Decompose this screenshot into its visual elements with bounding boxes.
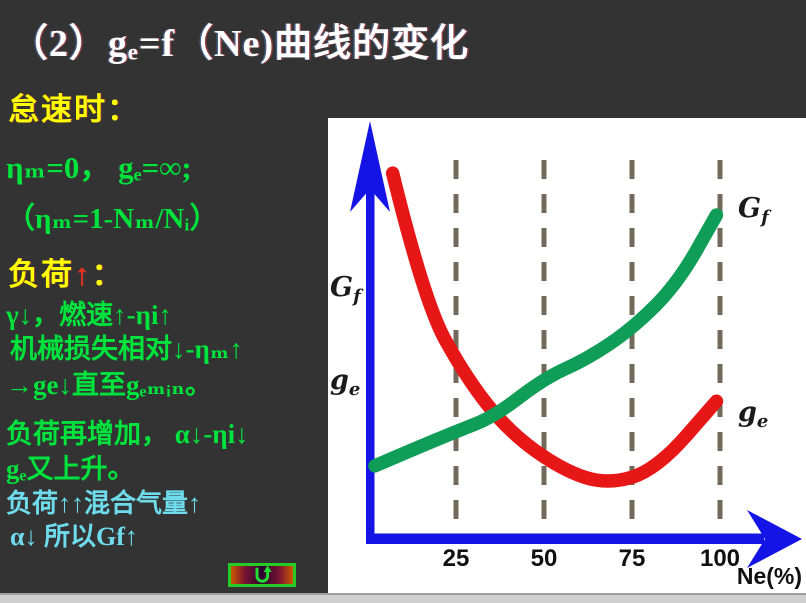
y-axis-label-ge: ge [330,365,361,400]
load-note-3: →ge↓直至gₑₘᵢₙ。 [6,370,212,400]
load-heading-colon: ： [91,257,125,292]
y-axis-arrow-icon [350,121,390,212]
curve-Gf [368,208,724,473]
return-button[interactable] [228,563,296,587]
y-axis-label-gf: Gf [330,272,361,307]
load-note-2: 机械损失相对↓-ηₘ↑ [10,334,243,364]
chart-svg [350,121,802,568]
load-note-1: γ↓，燃速↑-ηi↑ [6,300,172,330]
curve-label-gf: Gf [738,193,769,228]
bottom-strip [0,593,806,603]
idle-formula-1: ηₘ=0， gₑ=∞; [6,150,192,185]
x-tick-100: 100 [699,545,741,572]
idle-heading: 怠速时： [8,92,140,127]
axes [350,121,802,568]
x-axis-title: Ne(%) [736,563,802,589]
up-arrow-icon: ↑ [74,257,92,292]
x-axis-arrow-icon [747,510,802,568]
idle-formula-2: （ηₘ=1-Nₘ/Nᵢ） [6,203,219,235]
curves [368,166,724,488]
x-axis-line [366,533,764,544]
curve-label-ge: ge [738,397,769,432]
fuel-consumption-chart: Gf ge Gf ge 25 50 75 100 Ne(%) [328,118,806,593]
load-heading-text: 负荷 [8,257,74,292]
y-axis-line [366,182,375,544]
load-note-4: 负荷再增加， α↓-ηi↓ [6,419,249,449]
slide-title: （2）gₑ=f（Ne)曲线的变化 [10,23,470,65]
x-tick-25: 25 [442,545,470,572]
curve-ge [385,166,724,488]
mixture-note-1: 负荷↑↑混合气量↑ [6,489,202,518]
load-heading: 负荷↑： [8,249,125,294]
mixture-note-2: α↓ 所以Gf↑ [10,522,138,551]
x-tick-75: 75 [618,545,646,572]
load-note-5: gₑ又上升。 [6,454,135,484]
u-turn-return-icon [255,565,272,583]
x-tick-50: 50 [530,545,558,572]
